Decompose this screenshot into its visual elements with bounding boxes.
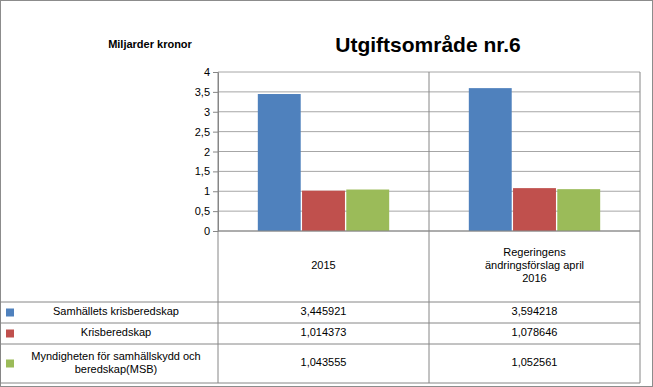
table-col-line xyxy=(640,72,641,383)
bar xyxy=(258,94,301,231)
legend-label: Myndigheten för samhällskydd ochberedska… xyxy=(31,350,200,375)
legend-entry: Myndigheten för samhällskydd ochberedska… xyxy=(6,350,201,375)
y-tick-label: 1 xyxy=(204,185,210,197)
legend-entry: Krisberedskap xyxy=(6,326,151,338)
y-tick-mark xyxy=(213,152,218,153)
table-col-line xyxy=(218,72,219,383)
table-value: 3,594218 xyxy=(512,305,558,317)
legend-swatch xyxy=(6,330,14,338)
text-line: Krisberedskap xyxy=(81,326,151,338)
y-tick-label: 2 xyxy=(204,146,210,158)
chart: Utgiftsområde nr.6 Miljarder kronor 0 0,5 1 1… xyxy=(0,0,653,387)
chart-border xyxy=(1,1,653,387)
text-line: Samhällets krisberedskap xyxy=(53,305,179,317)
bar xyxy=(346,190,389,231)
table-row-line xyxy=(0,344,640,345)
y-tick-label: 3 xyxy=(204,106,210,118)
y-tick-mark xyxy=(213,191,218,192)
table-col-line xyxy=(429,72,430,383)
y-tick-label: 4 xyxy=(204,66,210,78)
y-tick: 0 xyxy=(204,225,218,237)
y-tick-label: 0,5 xyxy=(195,205,210,217)
y-tick: 1,5 xyxy=(195,165,218,177)
y-tick-mark xyxy=(213,112,218,113)
legend-entry: Samhällets krisberedskap xyxy=(6,305,179,317)
y-tick-label: 3,5 xyxy=(195,86,210,98)
legend-label: Krisberedskap xyxy=(81,326,151,338)
legend-label: Samhällets krisberedskap xyxy=(53,305,179,317)
text-line: beredskap(MSB) xyxy=(75,363,158,375)
y-tick-mark xyxy=(213,171,218,172)
y-tick: 2,5 xyxy=(195,126,218,138)
text-line: 2016 xyxy=(522,272,546,284)
bar xyxy=(513,188,556,231)
y-tick-label: 2,5 xyxy=(195,126,210,138)
y-tick-mark xyxy=(213,72,218,73)
y-tick: 1 xyxy=(204,185,218,197)
y-tick-label: 1,5 xyxy=(195,165,210,177)
text-line: Myndigheten för samhällskydd och xyxy=(31,350,200,362)
text-line: ändringsförslag april xyxy=(485,259,584,271)
x-tick-label: 2015 xyxy=(311,259,335,271)
title: Utgiftsområde nr.6 xyxy=(335,33,521,56)
bar xyxy=(302,191,345,231)
x-tick-label: Regeringensändringsförslag april2016 xyxy=(485,246,584,284)
y-tick-mark xyxy=(213,231,218,232)
table-value: 1,052561 xyxy=(512,356,558,368)
bar xyxy=(557,189,600,231)
y-tick-label: 0 xyxy=(204,225,210,237)
y-tick: 0,5 xyxy=(195,205,218,217)
y-tick-mark xyxy=(213,211,218,212)
table-value: 3,445921 xyxy=(301,305,347,317)
table-value: 1,078646 xyxy=(512,326,558,338)
y-tick: 4 xyxy=(204,66,218,78)
table-row-line xyxy=(0,323,640,324)
y-tick: 3 xyxy=(204,106,218,118)
legend-swatch xyxy=(6,309,14,317)
y-tick: 2 xyxy=(204,146,218,158)
y-axis-title: Miljarder kronor xyxy=(108,38,192,50)
legend-swatch xyxy=(6,360,14,368)
table-value: 1,043555 xyxy=(301,356,347,368)
table-value: 1,014373 xyxy=(301,326,347,338)
y-axis: 0 0,5 1 1,5 2 2,5 3 3,5 4 xyxy=(195,66,219,237)
table-col-line xyxy=(0,302,1,383)
text-line: 2015 xyxy=(311,259,335,271)
bar xyxy=(469,88,512,231)
table-row-line xyxy=(0,302,640,303)
data-table: 2015 Regeringensändringsförslag april2016… xyxy=(0,72,640,383)
table-row-line xyxy=(0,383,640,384)
y-tick-mark xyxy=(213,92,218,93)
y-tick-mark xyxy=(213,132,218,133)
y-tick: 3,5 xyxy=(195,86,218,98)
text-line: Regeringens xyxy=(503,246,566,258)
